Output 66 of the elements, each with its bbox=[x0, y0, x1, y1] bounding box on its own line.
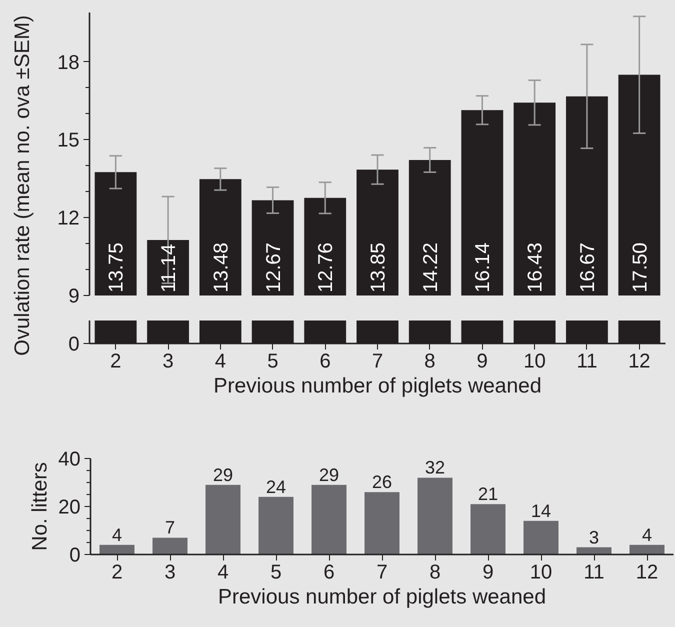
data-label: 29 bbox=[318, 464, 340, 485]
x-tick-label: 5 bbox=[267, 350, 278, 372]
x-tick-label: 9 bbox=[482, 562, 494, 584]
data-label: 12.67 bbox=[262, 242, 285, 292]
x-tick-label: 3 bbox=[164, 562, 176, 584]
y-tick-label: 40 bbox=[58, 448, 81, 470]
bar bbox=[418, 478, 452, 554]
data-label: 16.43 bbox=[524, 242, 547, 292]
data-label: 14 bbox=[530, 500, 552, 521]
x-tick-label: 9 bbox=[476, 350, 488, 372]
data-label: 13.85 bbox=[368, 242, 390, 292]
x-tick-label: 6 bbox=[320, 350, 331, 372]
data-label: 14.22 bbox=[420, 242, 442, 292]
y-tick-label: 18 bbox=[57, 52, 80, 74]
bar bbox=[470, 504, 506, 554]
x-tick-label: 6 bbox=[323, 562, 335, 584]
data-label: 32 bbox=[424, 458, 446, 478]
x-tick-label: 5 bbox=[270, 562, 282, 584]
x-tick-label: 10 bbox=[530, 562, 552, 584]
data-label: 7 bbox=[164, 518, 176, 538]
x-tick-label: 4 bbox=[214, 350, 226, 372]
data-label: 16.14 bbox=[472, 242, 494, 292]
y-tick-label: 9 bbox=[68, 286, 80, 308]
bar bbox=[312, 484, 346, 554]
y-tick-label: 0 bbox=[69, 544, 80, 566]
x-tick-label: 12 bbox=[628, 350, 650, 372]
data-label: 3 bbox=[588, 527, 600, 548]
y-axis-title: No. litters bbox=[28, 462, 52, 551]
x-tick-label: 2 bbox=[110, 350, 122, 372]
x-tick-label: 7 bbox=[376, 562, 388, 584]
x-tick-label: 11 bbox=[576, 350, 598, 372]
bar bbox=[630, 544, 664, 554]
x-tick-label: 8 bbox=[424, 350, 436, 372]
data-label: 26 bbox=[372, 472, 392, 492]
x-tick-label: 3 bbox=[162, 350, 174, 372]
bar bbox=[100, 544, 134, 554]
y-axis-title: Ovulation rate (mean no. ova ±SEM) bbox=[11, 15, 34, 356]
y-tick-label: 12 bbox=[57, 208, 80, 230]
data-label: 29 bbox=[212, 464, 234, 485]
y-tick-label: 20 bbox=[58, 496, 81, 518]
bar bbox=[206, 484, 240, 554]
data-label: 21 bbox=[478, 484, 498, 504]
data-label: 12.76 bbox=[315, 242, 338, 292]
x-tick-label: 11 bbox=[584, 562, 604, 584]
x-tick-label: 12 bbox=[636, 562, 658, 584]
data-label: 17.50 bbox=[629, 242, 652, 292]
x-tick-label: 7 bbox=[372, 350, 384, 372]
data-label: 4 bbox=[642, 524, 652, 545]
data-label: 16.67 bbox=[576, 242, 599, 292]
x-tick-label: 4 bbox=[217, 562, 229, 584]
x-axis-title: Previous number of piglets weaned bbox=[213, 374, 542, 398]
data-label: 4 bbox=[112, 524, 122, 545]
x-tick-label: 8 bbox=[429, 562, 441, 584]
bar bbox=[364, 492, 400, 554]
data-label: 13.75 bbox=[106, 242, 128, 292]
y-tick-label: 15 bbox=[57, 130, 80, 152]
x-tick-label: 2 bbox=[111, 562, 123, 584]
bar bbox=[152, 538, 188, 554]
bar bbox=[524, 520, 558, 554]
bar bbox=[258, 496, 294, 554]
data-label: 13.48 bbox=[210, 242, 232, 292]
x-tick-label: 10 bbox=[523, 350, 546, 372]
data-label: 24 bbox=[266, 476, 286, 497]
x-axis-title: Previous number of piglets weaned bbox=[218, 586, 546, 608]
data-label: 11.14 bbox=[158, 244, 180, 292]
bar bbox=[576, 547, 612, 554]
